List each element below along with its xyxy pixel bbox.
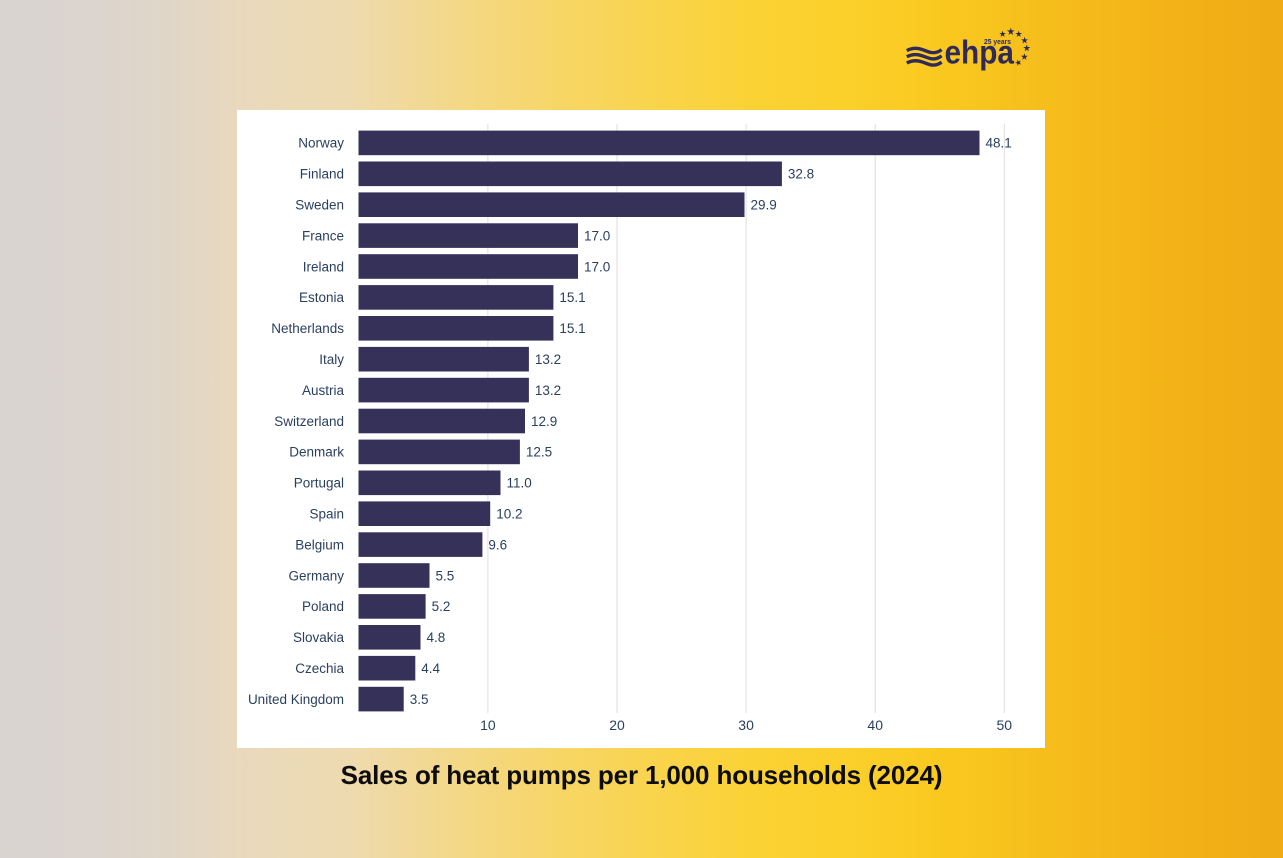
svg-text:Slovakia: Slovakia [293, 630, 345, 645]
svg-text:Spain: Spain [309, 507, 344, 522]
svg-text:Austria: Austria [302, 383, 345, 398]
svg-text:Belgium: Belgium [295, 537, 344, 552]
svg-text:Czechia: Czechia [295, 661, 344, 676]
svg-text:50: 50 [997, 717, 1013, 733]
svg-text:12.5: 12.5 [526, 445, 552, 460]
svg-text:3.5: 3.5 [410, 692, 429, 707]
svg-text:32.8: 32.8 [788, 167, 814, 182]
svg-text:10: 10 [480, 717, 496, 733]
svg-text:Norway: Norway [298, 136, 344, 151]
svg-text:Denmark: Denmark [289, 445, 344, 460]
svg-text:Italy: Italy [319, 352, 344, 367]
svg-text:Portugal: Portugal [294, 476, 344, 491]
svg-text:15.1: 15.1 [559, 290, 585, 305]
svg-text:20: 20 [609, 717, 625, 733]
svg-text:Poland: Poland [302, 599, 344, 614]
svg-text:5.2: 5.2 [432, 599, 451, 614]
svg-text:Netherlands: Netherlands [271, 321, 344, 336]
svg-text:13.2: 13.2 [535, 352, 561, 367]
svg-text:29.9: 29.9 [751, 198, 777, 213]
svg-text:30: 30 [738, 717, 754, 733]
svg-text:11.0: 11.0 [507, 476, 532, 491]
svg-text:48.1: 48.1 [986, 136, 1012, 151]
svg-text:Estonia: Estonia [299, 290, 345, 305]
svg-text:Ireland: Ireland [303, 259, 344, 274]
svg-text:12.9: 12.9 [531, 414, 557, 429]
svg-text:Germany: Germany [288, 568, 344, 583]
svg-text:ehpa: ehpa [945, 35, 1015, 72]
svg-text:25 years: 25 years [984, 37, 1011, 46]
svg-text:5.5: 5.5 [436, 568, 455, 583]
svg-text:United Kingdom: United Kingdom [248, 692, 344, 707]
svg-text:4.4: 4.4 [421, 661, 440, 676]
svg-text:17.0: 17.0 [584, 228, 610, 243]
svg-text:Finland: Finland [300, 167, 344, 182]
svg-text:Sweden: Sweden [295, 198, 344, 213]
svg-text:9.6: 9.6 [488, 537, 507, 552]
svg-text:40: 40 [867, 717, 883, 733]
svg-text:13.2: 13.2 [535, 383, 561, 398]
svg-text:15.1: 15.1 [559, 321, 585, 336]
svg-text:10.2: 10.2 [496, 507, 522, 522]
svg-text:17.0: 17.0 [584, 259, 610, 274]
svg-text:Switzerland: Switzerland [274, 414, 344, 429]
svg-text:4.8: 4.8 [427, 630, 446, 645]
svg-text:France: France [302, 228, 344, 243]
